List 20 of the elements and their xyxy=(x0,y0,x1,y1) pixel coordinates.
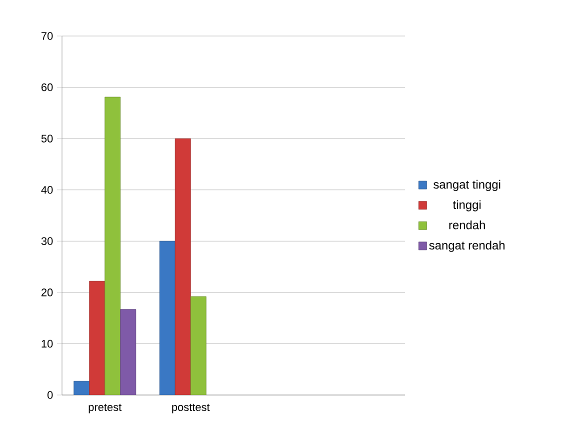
y-tick-label: 0 xyxy=(47,391,53,399)
x-tick-label: pretest xyxy=(88,404,122,414)
bar xyxy=(74,381,90,395)
y-tick-label: 70 xyxy=(42,32,53,40)
y-tick-label: 50 xyxy=(41,134,53,142)
legend-label: sangat rendah xyxy=(429,240,505,252)
y-tick-label: 10 xyxy=(42,340,53,348)
bar xyxy=(89,280,106,395)
y-tick-label: 30 xyxy=(41,237,53,246)
bar xyxy=(159,240,176,395)
legend-label: sangat tinggi xyxy=(434,180,500,192)
bar xyxy=(104,96,121,395)
bar xyxy=(174,138,191,395)
bar xyxy=(190,296,206,395)
y-tick-label: 40 xyxy=(41,186,53,194)
legend-label: tinggi xyxy=(452,200,481,212)
legend-label: rendah xyxy=(449,220,485,230)
x-tick-label: posttest xyxy=(172,404,210,414)
y-tick-label: 20 xyxy=(42,288,53,296)
y-tick-label: 60 xyxy=(42,83,53,92)
